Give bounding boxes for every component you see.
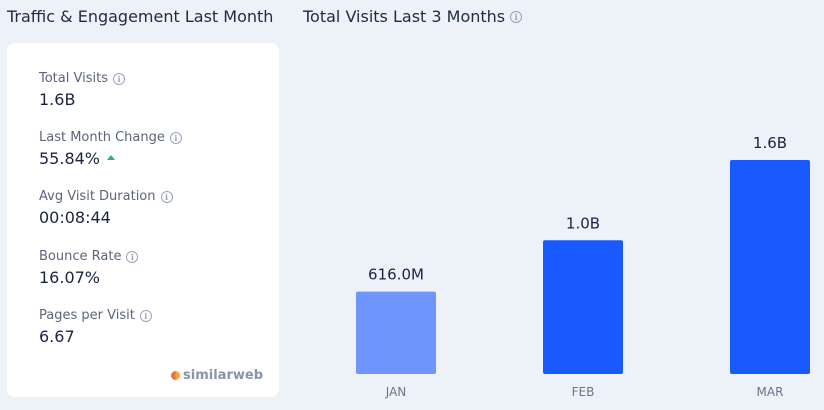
brand-name: similarweb — [183, 368, 263, 383]
metric-bounce-rate: Bounce Rate i 16.07% — [39, 249, 139, 287]
metric-label-text: Avg Visit Duration — [39, 189, 156, 204]
bar-mar[interactable] — [730, 160, 810, 374]
metric-value: 55.84% — [39, 149, 182, 168]
metric-value-text: 00:08:44 — [39, 208, 111, 227]
metric-value: 16.07% — [39, 268, 138, 287]
data-label-feb: 1.0B — [566, 214, 600, 232]
info-icon[interactable]: i — [160, 190, 173, 203]
info-icon[interactable]: i — [112, 72, 125, 85]
x-tick-label-mar: MAR — [757, 385, 784, 399]
metric-label-text: Last Month Change — [39, 130, 165, 145]
trend-up-icon — [107, 155, 116, 160]
metric-label-text: Pages per Visit — [39, 308, 135, 323]
metric-label: Total Visits i — [39, 71, 125, 86]
metric-avg-visit-duration: Avg Visit Duration i 00:08:44 — [39, 189, 173, 227]
metric-pages-per-visit: Pages per Visit i 6.67 — [39, 308, 152, 346]
total-visits-chart: 616.0M JAN 1.0B FEB 1.6B MAR — [356, 134, 810, 399]
metric-value: 6.67 — [39, 327, 152, 346]
bar-jan[interactable] — [356, 291, 436, 374]
metric-label-text: Total Visits — [39, 71, 108, 86]
metric-value: 00:08:44 — [39, 208, 173, 227]
metric-label-text: Bounce Rate — [39, 249, 122, 264]
metric-value-text: 6.67 — [39, 327, 75, 346]
data-label-jan: 616.0M — [368, 266, 424, 284]
engagement-card: Total Visits i 1.6B Last Month Change i … — [7, 43, 279, 397]
metric-value-text: 55.84% — [39, 149, 101, 168]
x-tick-label-feb: FEB — [572, 385, 595, 399]
metric-value: 1.6B — [39, 90, 125, 109]
x-tick-label-jan: JAN — [385, 385, 407, 399]
metric-label: Last Month Change i — [39, 130, 182, 145]
metric-value-text: 1.6B — [39, 90, 76, 109]
info-icon[interactable]: i — [139, 309, 152, 322]
metric-value-text: 16.07% — [39, 268, 101, 287]
metric-label: Bounce Rate i — [39, 249, 139, 264]
metric-total-visits: Total Visits i 1.6B — [39, 71, 125, 109]
bar-feb[interactable] — [543, 240, 623, 374]
similarweb-brand: similarweb — [171, 368, 263, 383]
traffic-engagement-title: Traffic & Engagement Last Month — [7, 7, 273, 26]
info-icon[interactable]: i — [126, 250, 139, 263]
info-icon[interactable]: i — [169, 131, 182, 144]
data-label-mar: 1.6B — [753, 134, 787, 152]
info-icon[interactable]: i — [510, 10, 523, 23]
similarweb-logo-icon — [171, 371, 181, 380]
total-visits-title: Total Visits Last 3 Months i — [303, 7, 523, 26]
metric-last-month-change: Last Month Change i 55.84% — [39, 130, 182, 168]
total-visits-title-text: Total Visits Last 3 Months — [303, 7, 506, 26]
metric-label: Avg Visit Duration i — [39, 189, 173, 204]
metric-label: Pages per Visit i — [39, 308, 152, 323]
traffic-engagement-title-text: Traffic & Engagement Last Month — [7, 7, 274, 26]
